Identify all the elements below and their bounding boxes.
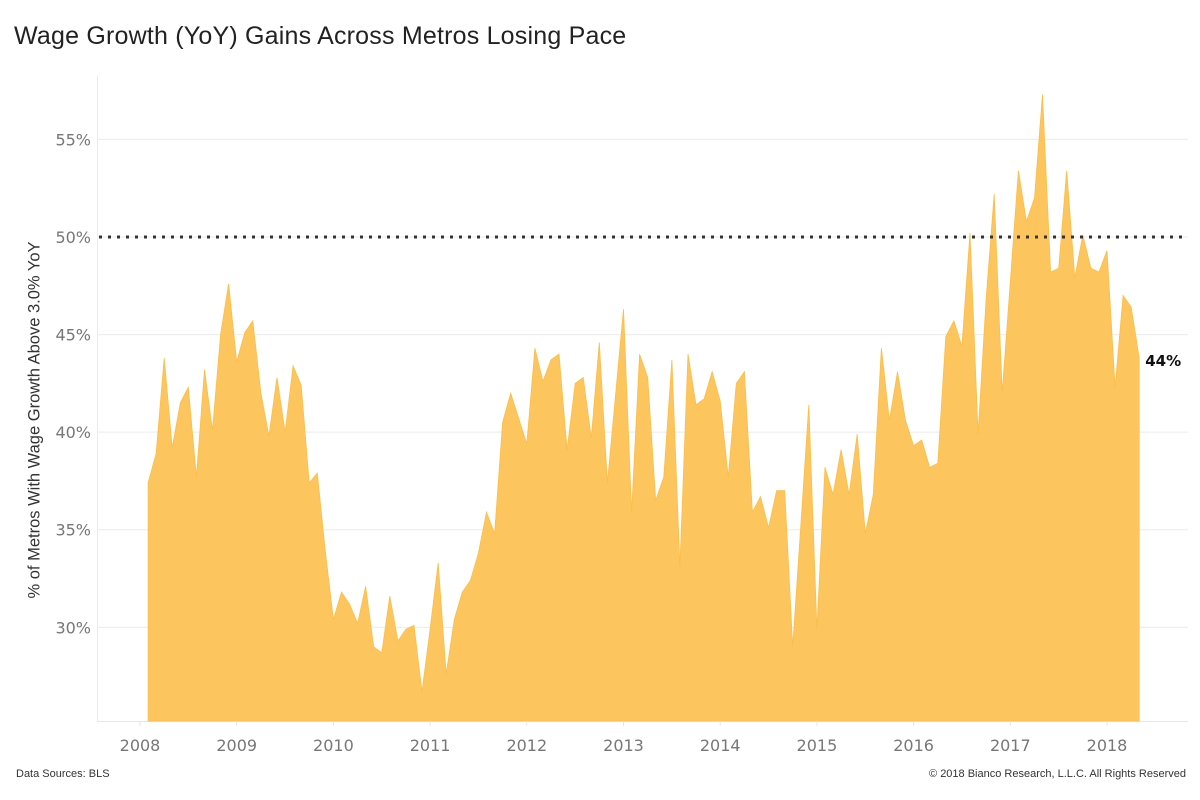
y-tick-label: 40% xyxy=(55,423,91,442)
y-tick-label: 30% xyxy=(55,618,91,637)
x-tick-label: 2016 xyxy=(893,736,934,755)
x-tick-label: 2011 xyxy=(410,736,451,755)
y-axis-ticks: 30% 35% 40% 45% 50% 55% xyxy=(55,130,91,637)
y-tick-label: 55% xyxy=(55,130,91,149)
area-series xyxy=(147,94,1140,722)
x-tick-label: 2013 xyxy=(603,736,644,755)
y-tick-label: 50% xyxy=(55,228,91,247)
x-tick-label: 2009 xyxy=(216,736,257,755)
x-tick-label: 2017 xyxy=(990,736,1031,755)
x-tick-label: 2018 xyxy=(1087,736,1128,755)
x-tick-label: 2012 xyxy=(506,736,547,755)
end-value-label: 44% xyxy=(1145,352,1181,370)
x-tick-label: 2008 xyxy=(120,736,161,755)
chart-title: Wage Growth (YoY) Gains Across Metros Lo… xyxy=(14,22,627,50)
x-tick-label: 2014 xyxy=(700,736,741,755)
y-tick-label: 35% xyxy=(55,521,91,540)
y-tick-label: 45% xyxy=(55,326,91,345)
x-axis-ticks: 2008 2009 2010 2011 2012 2013 2014 2015 2016 2017… xyxy=(120,721,1128,755)
x-tick-label: 2010 xyxy=(313,736,354,755)
series-layer xyxy=(147,94,1140,722)
copyright-note: © 2018 Bianco Research, L.L.C. All Right… xyxy=(929,768,1186,780)
data-source-note: Data Sources: BLS xyxy=(16,768,110,780)
annotation-layer: 44% xyxy=(1145,352,1181,370)
x-tick-label: 2015 xyxy=(797,736,838,755)
